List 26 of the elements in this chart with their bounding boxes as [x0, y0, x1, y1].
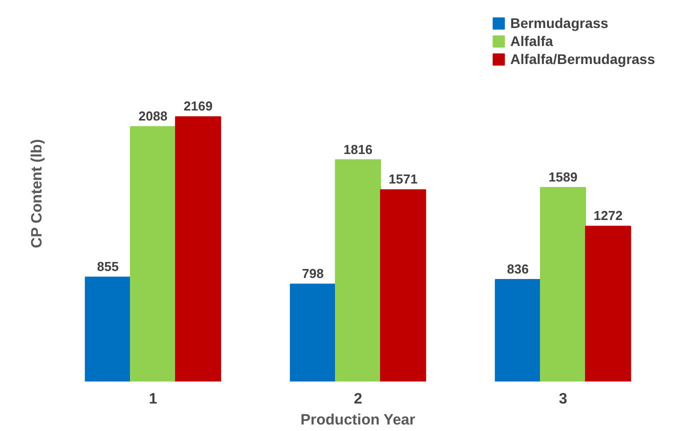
bar	[84, 276, 131, 382]
bar	[494, 278, 541, 382]
legend-label: Alfalfa	[510, 33, 554, 49]
x-tick-label: 3	[558, 390, 568, 408]
data-label: 855	[97, 259, 119, 274]
bar	[130, 126, 176, 382]
bar	[585, 226, 632, 382]
data-label: 1571	[388, 172, 418, 187]
data-label: 2169	[184, 98, 213, 114]
data-label: 1589	[548, 170, 578, 185]
data-label: 1272	[594, 208, 623, 224]
bar	[380, 189, 426, 382]
bar	[540, 187, 586, 382]
legend-label: Alfalfa/Bermudagrass	[510, 51, 655, 67]
bar	[334, 159, 382, 382]
data-label: 798	[302, 266, 324, 282]
x-axis-title: Production Year	[300, 412, 416, 428]
data-label: 2088	[138, 108, 168, 124]
x-tick-label: 2	[354, 390, 362, 408]
data-label: 1816	[344, 142, 372, 157]
bar	[290, 284, 336, 382]
legend-label: Bermudagrass	[510, 15, 608, 31]
x-tick-label: 1	[148, 390, 158, 408]
bar	[175, 116, 222, 382]
y-axis-title: CP Content (lb)	[28, 139, 46, 248]
data-label: 836	[507, 261, 529, 276]
